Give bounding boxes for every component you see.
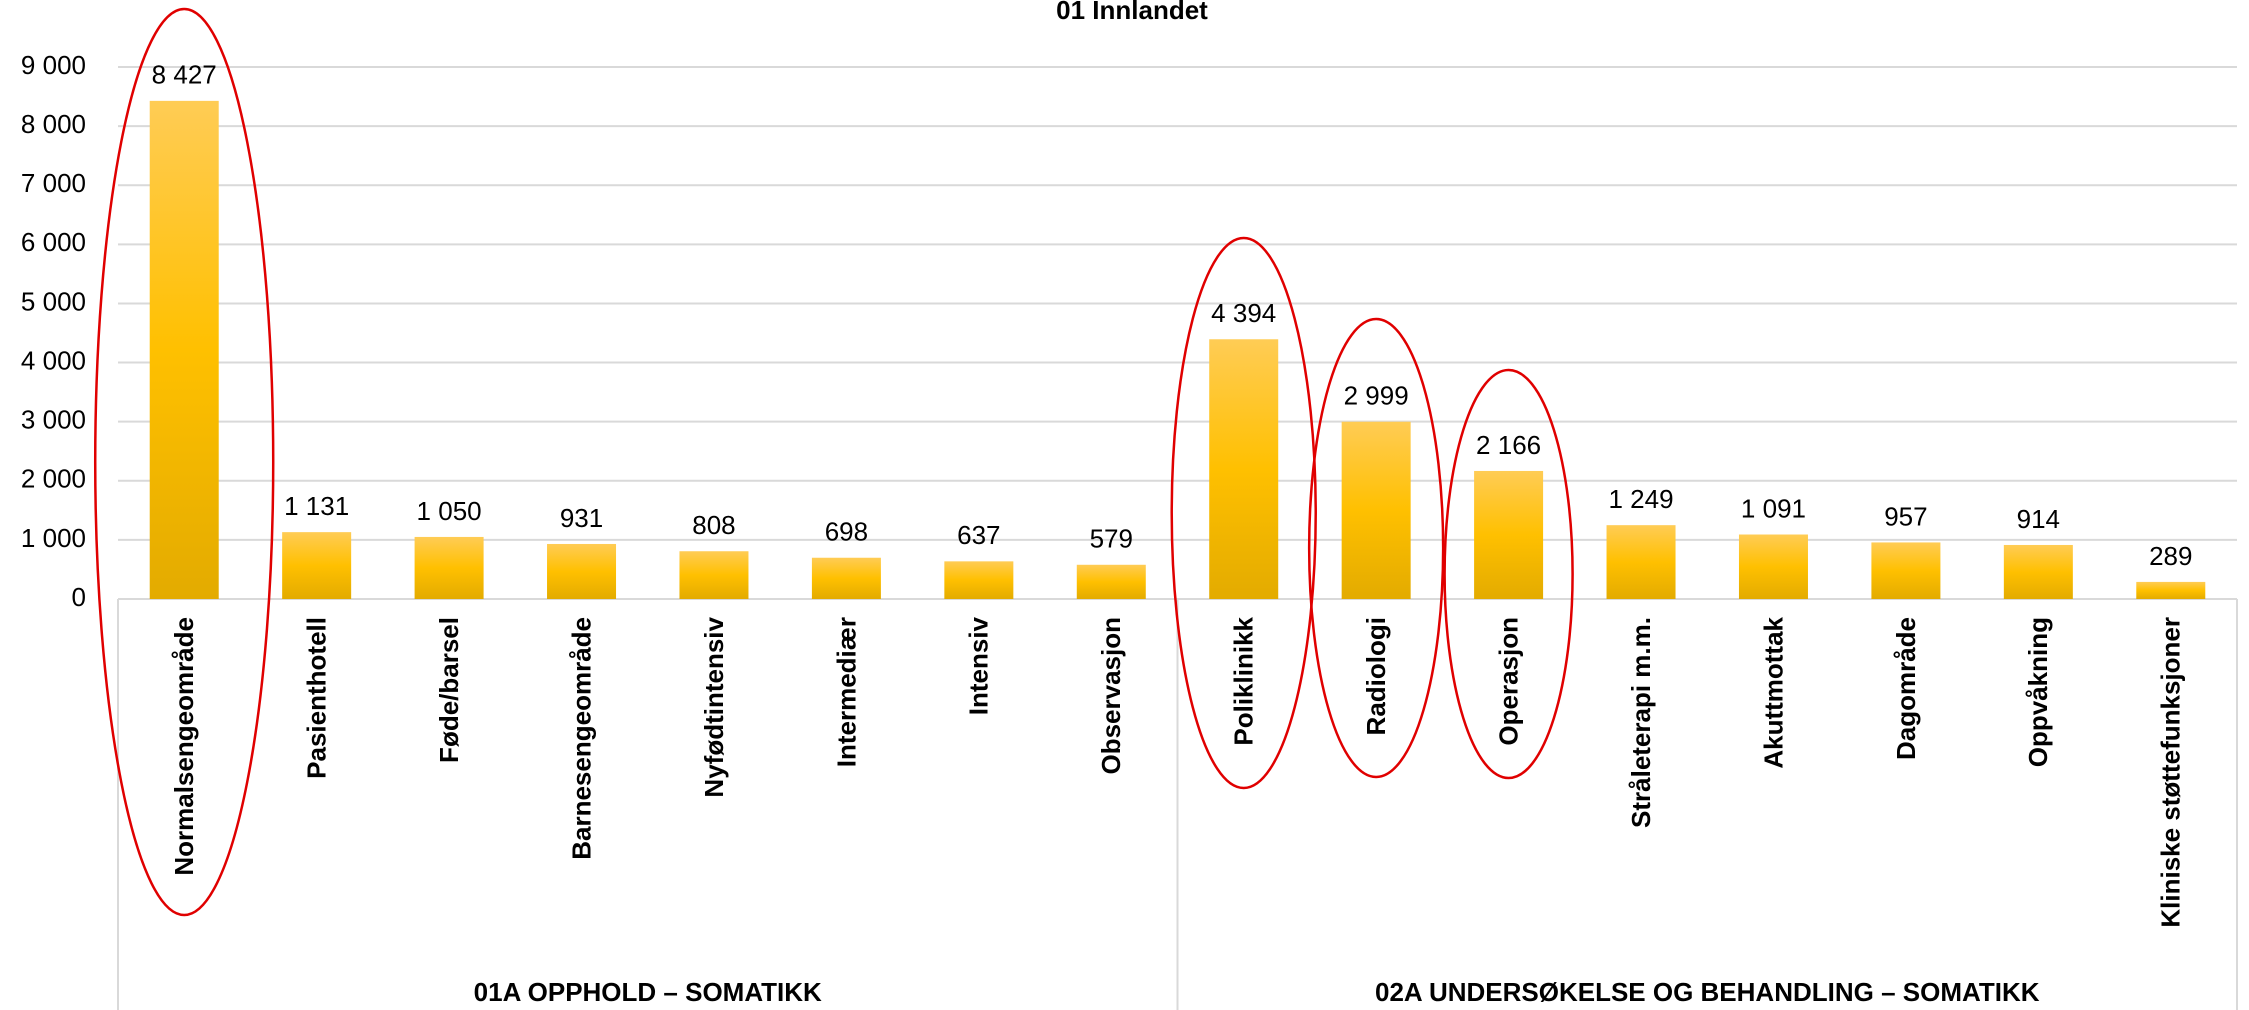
value-label: 637 xyxy=(957,520,1000,550)
value-label: 2 166 xyxy=(1476,430,1541,460)
highlight-ellipse xyxy=(1307,317,1445,779)
x-tick-label: Akuttmottak xyxy=(1758,616,1788,768)
value-label: 808 xyxy=(692,510,735,540)
x-tick-label: Kliniske støttefunksjoner xyxy=(2156,617,2186,928)
bar xyxy=(149,100,219,599)
bar xyxy=(1871,542,1941,599)
value-label: 1 249 xyxy=(1608,484,1673,514)
y-tick-label: 7 000 xyxy=(21,168,86,198)
value-label: 579 xyxy=(1090,524,1133,554)
bar xyxy=(1474,470,1544,599)
value-label: 1 050 xyxy=(417,496,482,526)
x-tick-label: Poliklinikk xyxy=(1229,616,1259,745)
y-tick-label: 0 xyxy=(72,582,86,612)
bar xyxy=(1209,339,1279,599)
value-label: 1 131 xyxy=(284,491,349,521)
highlight-ellipse xyxy=(93,7,275,917)
chart-title: 01 Innlandet xyxy=(1056,0,1208,25)
y-tick-label: 2 000 xyxy=(21,464,86,494)
bar xyxy=(1606,525,1676,599)
bar xyxy=(944,561,1014,599)
x-tick-label: Operasjon xyxy=(1493,617,1523,746)
highlight-ellipse xyxy=(1443,368,1574,780)
x-tick-label: Normalsengeområde xyxy=(169,617,199,876)
bar xyxy=(547,543,617,599)
value-label: 931 xyxy=(560,503,603,533)
bar xyxy=(282,532,352,599)
value-label: 957 xyxy=(1884,501,1927,531)
group-label: 01A OPPHOLD – SOMATIKK xyxy=(474,977,822,1007)
y-tick-label: 6 000 xyxy=(21,227,86,257)
y-tick-label: 9 000 xyxy=(21,50,86,80)
x-tick-label: Observasjon xyxy=(1096,617,1126,775)
bar xyxy=(2003,544,2073,599)
value-label: 1 091 xyxy=(1741,493,1806,523)
bar xyxy=(1076,564,1146,599)
x-tick-label: Pasienthotell xyxy=(302,617,332,779)
bar xyxy=(414,536,484,599)
highlight-ellipse xyxy=(1170,236,1317,790)
value-label: 289 xyxy=(2149,541,2192,571)
value-label: 2 999 xyxy=(1344,381,1409,411)
x-tick-label: Føde/barsel xyxy=(434,617,464,763)
x-tick-label: Nyfødtintensiv xyxy=(699,616,729,797)
bar xyxy=(679,551,749,599)
x-tick-label: Barnesengeområde xyxy=(566,617,596,860)
bar xyxy=(1738,534,1808,599)
value-label: 8 427 xyxy=(152,60,217,90)
bar xyxy=(1341,421,1411,599)
y-tick-label: 4 000 xyxy=(21,345,86,375)
y-tick-label: 5 000 xyxy=(21,286,86,316)
y-tick-label: 3 000 xyxy=(21,405,86,435)
value-label: 914 xyxy=(2017,504,2060,534)
x-tick-label: Stråleterapi m.m. xyxy=(1626,617,1656,828)
bar xyxy=(811,557,881,599)
y-tick-label: 1 000 xyxy=(21,523,86,553)
x-tick-label: Dagområde xyxy=(1891,617,1921,760)
x-tick-label: Intensiv xyxy=(964,616,994,715)
bar xyxy=(2136,581,2206,599)
y-tick-label: 8 000 xyxy=(21,109,86,139)
x-tick-label: Radiologi xyxy=(1361,617,1391,735)
group-label: 02A UNDERSØKELSE OG BEHANDLING – SOMATIK… xyxy=(1375,977,2040,1007)
value-label: 4 394 xyxy=(1211,298,1276,328)
x-tick-label: Intermediær xyxy=(831,617,861,767)
value-label: 698 xyxy=(825,517,868,547)
x-tick-label: Oppvåkning xyxy=(2023,617,2053,767)
